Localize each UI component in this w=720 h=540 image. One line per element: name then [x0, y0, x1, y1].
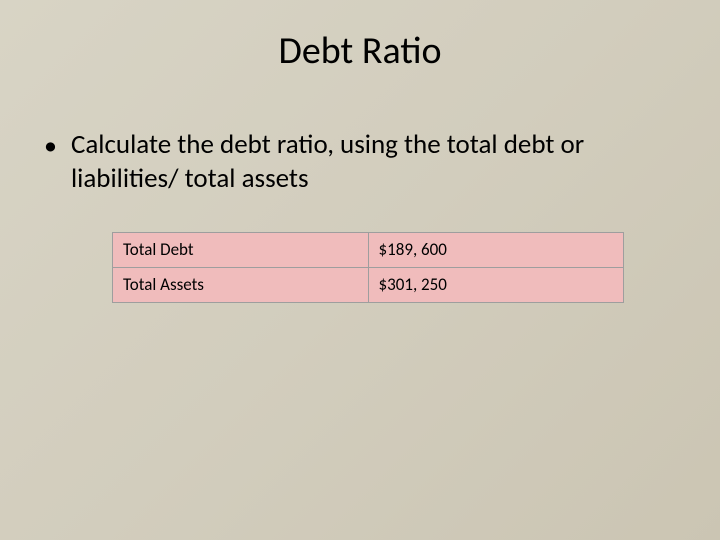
table-cell-label: Total Debt [113, 233, 369, 268]
data-table: Total Debt $189, 600 Total Assets $301, … [112, 232, 624, 303]
data-table-container: Total Debt $189, 600 Total Assets $301, … [112, 232, 624, 303]
table-row: Total Assets $301, 250 [113, 268, 624, 303]
table-row: Total Debt $189, 600 [113, 233, 624, 268]
table-cell-value: $301, 250 [368, 268, 624, 303]
bullet-marker-icon: • [44, 128, 57, 162]
slide-container: Debt Ratio • Calculate the debt ratio, u… [0, 0, 720, 540]
bullet-item: • Calculate the debt ratio, using the to… [40, 128, 680, 196]
slide-title: Debt Ratio [40, 28, 680, 74]
bullet-text: Calculate the debt ratio, using the tota… [71, 128, 680, 196]
table-cell-label: Total Assets [113, 268, 369, 303]
table-cell-value: $189, 600 [368, 233, 624, 268]
